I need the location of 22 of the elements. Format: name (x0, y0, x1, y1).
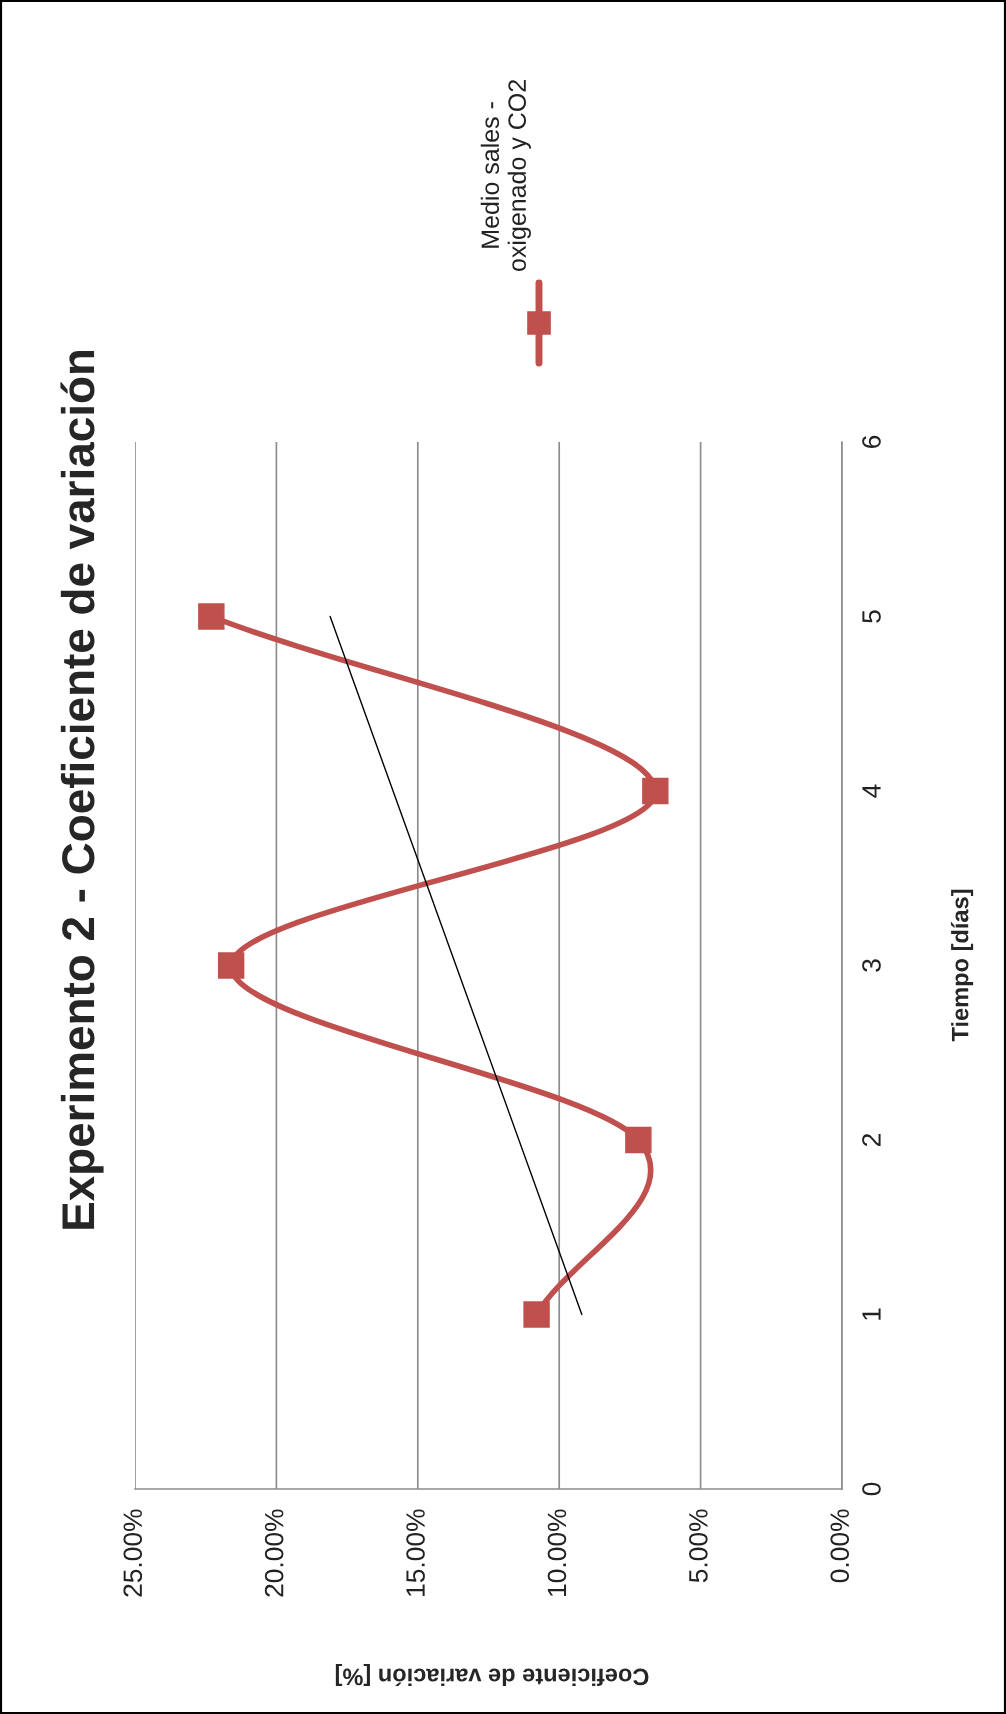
x-tick-label: 10.00% (547, 1509, 567, 1596)
y-tick-label: 0 (862, 1482, 881, 1496)
x-tick-label: 15.00% (406, 1509, 425, 1596)
x-tick-label: 5.00% (689, 1509, 708, 1583)
text: Medio sales - oxigenado y CO2 (480, 80, 531, 271)
point (523, 1301, 550, 1328)
point (625, 1126, 652, 1154)
y-tick-label: 1 (862, 1308, 881, 1320)
y-tick-label: 3 (862, 959, 881, 972)
y-axis-title: Tiempo [días] (950, 889, 974, 1042)
y-tick-label: 5 (862, 610, 881, 623)
point (217, 952, 245, 979)
y-tick-label: 4 (862, 784, 881, 798)
x-axis-title: Coeficiente de variación [%] (335, 1663, 649, 1687)
point (642, 777, 669, 805)
y-tick-label: 2 (862, 1133, 881, 1147)
text: Experimento 2 - Coeficiente de variación (60, 350, 104, 1229)
y-tick-label: 6 (862, 435, 881, 448)
point (198, 603, 225, 630)
x-tick-label: 0.00% (830, 1509, 850, 1583)
x-tick-label: 20.00% (264, 1509, 284, 1597)
x-tick-label: 25.00% (123, 1509, 143, 1597)
